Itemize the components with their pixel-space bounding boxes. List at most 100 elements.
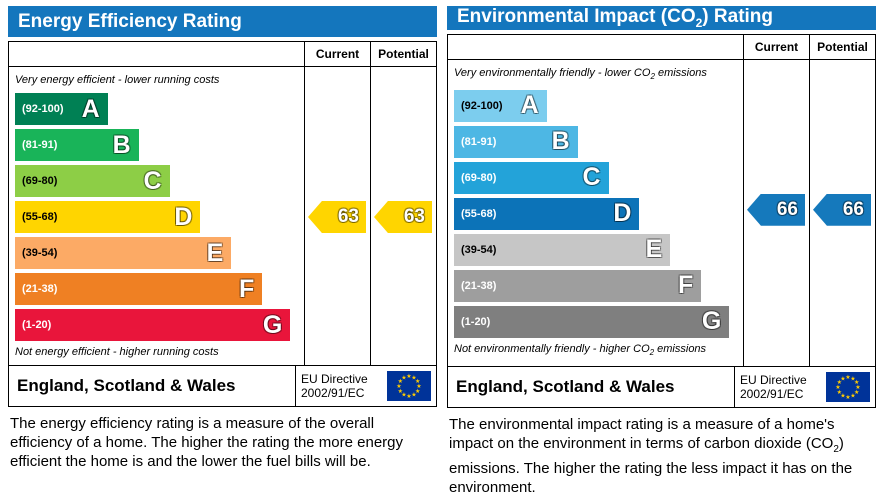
spacer: [448, 35, 743, 59]
environmental-title-sub: 2: [695, 15, 703, 30]
band-d-letter: D: [174, 202, 193, 231]
band-c: (69-80) C: [454, 161, 609, 194]
svg-text:★: ★: [411, 374, 416, 381]
band-c-range: (69-80): [22, 175, 58, 187]
svg-text:★: ★: [401, 374, 406, 381]
environmental-potential-arrow: 66: [813, 193, 871, 226]
band-b-letter: B: [112, 130, 131, 159]
bottom-caption-sub: 2: [649, 348, 655, 358]
environmental-chart: Current Potential Very environmentally f…: [447, 33, 876, 409]
environmental-title: Environmental Impact (CO2) Rating: [457, 6, 773, 30]
band-g: (1-20) G: [15, 309, 291, 341]
energy-title: Energy Efficiency Rating: [18, 10, 242, 32]
energy-footer: England, Scotland & Wales EU Directive 2…: [9, 365, 436, 406]
band-b: (81-91) B: [454, 125, 578, 158]
band-e-letter: E: [206, 238, 224, 267]
svg-text:★: ★: [845, 374, 850, 381]
svg-text:★: ★: [398, 378, 403, 385]
energy-column-headers: Current Potential: [9, 42, 436, 67]
svg-text:★: ★: [406, 393, 411, 400]
svg-text:★: ★: [840, 375, 845, 382]
svg-text:★: ★: [850, 393, 855, 400]
band-d-range: (55-68): [461, 207, 497, 220]
energy-top-caption: Very energy efficient - lower running co…: [15, 74, 220, 86]
energy-potential-column: 63: [370, 67, 436, 365]
band-g-range: (1-20): [22, 319, 52, 331]
environmental-region-label: England, Scotland & Wales: [456, 377, 675, 397]
energy-current-column: 63: [304, 67, 370, 365]
svg-text:★: ★: [415, 378, 420, 385]
band-a-letter: A: [81, 94, 100, 123]
potential-column-header: Potential: [370, 42, 436, 66]
eu-directive-line1: EU Directive: [740, 373, 807, 388]
energy-efficiency-panel: Energy Efficiency Rating Current Potenti…: [8, 6, 437, 493]
environmental-impact-panel: Environmental Impact (CO2) Rating Curren…: [447, 6, 876, 496]
eu-directive-line2: 2002/91/EC: [301, 386, 365, 400]
band-c-letter: C: [143, 166, 162, 195]
svg-text:★: ★: [415, 388, 420, 395]
svg-text:★: ★: [401, 392, 406, 399]
environmental-potential-column: 66: [809, 59, 875, 367]
svg-text:★: ★: [855, 384, 860, 391]
energy-chart: Current Potential Very energy efficient …: [8, 41, 437, 407]
svg-text:★: ★: [835, 384, 840, 391]
eu-directive-line1: EU Directive: [301, 372, 368, 386]
band-g-range: (1-20): [461, 315, 491, 328]
bottom-caption-post: emissions: [654, 342, 707, 355]
band-e: (39-54) E: [454, 233, 671, 266]
band-b-range: (81-91): [461, 135, 497, 148]
svg-text:★: ★: [398, 388, 403, 395]
svg-text:★: ★: [854, 379, 859, 386]
bottom-caption-pre: Not environmentally friendly - higher CO: [454, 342, 650, 355]
svg-text:★: ★: [854, 389, 859, 396]
energy-title-bar: Energy Efficiency Rating: [8, 6, 437, 37]
svg-text:★: ★: [845, 394, 850, 401]
band-b-range: (81-91): [22, 139, 58, 151]
band-f-range: (21-38): [461, 279, 497, 292]
band-f-letter: F: [238, 274, 255, 303]
environmental-description-post: ) emissions. The higher the rating the l…: [449, 435, 853, 497]
current-column-header: Current: [304, 42, 370, 66]
band-c-range: (69-80): [461, 171, 497, 184]
svg-text:★: ★: [416, 383, 421, 390]
band-g-letter: G: [262, 310, 283, 339]
band-e-range: (39-54): [461, 243, 497, 256]
energy-description: The energy efficiency rating is a measur…: [8, 414, 437, 471]
band-f-range: (21-38): [22, 283, 58, 295]
environmental-description-pre: The environmental impact rating is a mea…: [449, 416, 835, 453]
svg-text:★: ★: [411, 392, 416, 399]
environmental-current-arrow: 66: [747, 193, 805, 226]
energy-chart-body: Very energy efficient - lower running co…: [9, 67, 436, 365]
environmental-column-headers: Current Potential: [448, 34, 875, 60]
top-caption-sub: 2: [650, 71, 655, 81]
band-g: (1-20) G: [454, 305, 730, 338]
energy-current-arrow: 63: [308, 201, 366, 233]
band-a: (92-100) A: [454, 89, 547, 122]
band-g-letter: G: [701, 307, 722, 336]
environmental-bottom-caption: Not environmentally friendly - higher CO…: [454, 342, 735, 360]
band-f: (21-38) F: [454, 269, 702, 302]
svg-text:★: ★: [837, 389, 842, 396]
band-a-letter: A: [520, 91, 539, 120]
energy-bands-area: Very energy efficient - lower running co…: [9, 67, 304, 365]
environmental-description: The environmental impact rating is a mea…: [447, 415, 876, 497]
spacer: [9, 42, 304, 66]
svg-text:★: ★: [406, 373, 411, 380]
band-b-letter: B: [551, 127, 570, 156]
environmental-current-value: 66: [776, 198, 798, 220]
eu-flag: ★ ★ ★ ★ ★ ★ ★ ★ ★ ★ ★ ★: [824, 367, 875, 407]
environmental-footer: England, Scotland & Wales EU Directive 2…: [448, 366, 875, 408]
eu-flag: ★ ★ ★ ★ ★ ★ ★ ★ ★ ★ ★ ★: [385, 366, 436, 406]
band-d-letter: D: [613, 199, 632, 228]
environmental-bands-area: Very environmentally friendly - lower CO…: [448, 60, 743, 366]
band-b: (81-91) B: [15, 129, 139, 161]
band-f-letter: F: [677, 271, 694, 300]
band-d: (55-68) D: [15, 201, 201, 233]
environmental-title-bar: Environmental Impact (CO2) Rating: [447, 6, 876, 30]
environmental-eu-directive: EU Directive 2002/91/EC: [734, 367, 824, 408]
band-a-range: (92-100): [22, 103, 64, 115]
svg-text:★: ★: [837, 379, 842, 386]
band-d-range: (55-68): [22, 211, 58, 223]
potential-column-header: Potential: [809, 34, 875, 59]
band-e-range: (39-54): [22, 247, 58, 259]
